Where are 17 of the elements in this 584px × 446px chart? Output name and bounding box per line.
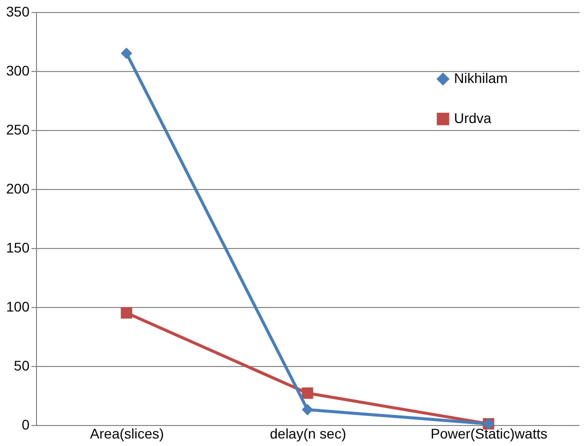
point xyxy=(302,404,314,416)
y-tick-label: 200 xyxy=(6,180,30,196)
x-tick-label: Area(slices) xyxy=(90,426,164,442)
y-tick-label: 250 xyxy=(6,122,30,138)
y-tick-label: 100 xyxy=(6,298,30,314)
point xyxy=(120,48,132,59)
y-tick-label: 150 xyxy=(6,240,30,256)
legend-label: Urdva xyxy=(454,110,492,126)
y-tick-label: 350 xyxy=(6,4,30,20)
point xyxy=(302,387,314,399)
legend-label: Nikhilam xyxy=(454,70,508,86)
y-tick-label: 50 xyxy=(14,358,30,374)
x-tick-label: Power(Static)watts xyxy=(430,426,548,442)
y-tick-label: 0 xyxy=(22,416,30,432)
point xyxy=(120,307,132,319)
y-tick-label: 300 xyxy=(6,62,30,78)
x-tick-label: delay(n sec) xyxy=(270,426,346,442)
